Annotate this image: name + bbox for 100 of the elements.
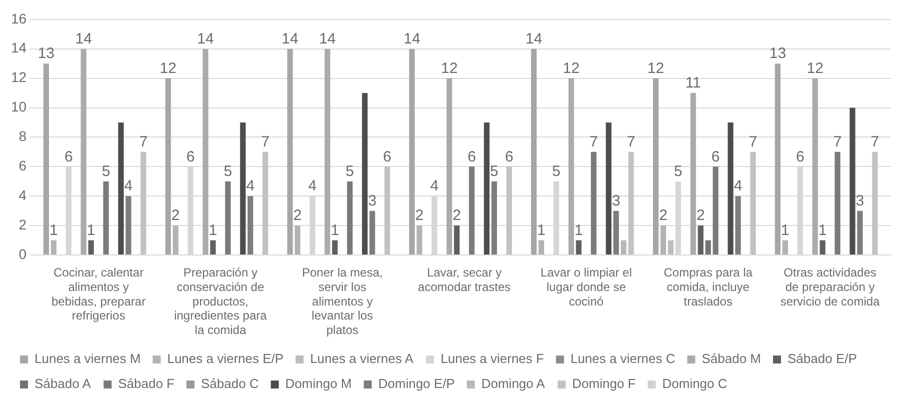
data-label: 12 [647, 60, 664, 77]
bar [735, 196, 741, 254]
data-label: 13 [769, 45, 786, 62]
legend-label: Domingo M [285, 376, 352, 392]
data-label: 1 [330, 222, 340, 239]
bar [531, 48, 537, 254]
data-label: 14 [197, 30, 214, 48]
bar [165, 78, 171, 254]
data-label: 2 [293, 207, 302, 224]
bar [728, 122, 734, 254]
bar [210, 240, 216, 254]
bar [80, 48, 86, 254]
data-label: 11 [685, 74, 701, 92]
data-label: 12 [440, 60, 458, 77]
bar [857, 210, 863, 254]
legend-label: Domingo A [481, 376, 546, 392]
bar [705, 240, 711, 254]
bar [446, 78, 452, 254]
bar [620, 240, 626, 254]
bar [287, 48, 293, 254]
legend-label: Sábado E/P [788, 351, 857, 366]
x-tick-label: Otras actividades de preparación y servicio de comida [780, 266, 880, 308]
bar [872, 152, 878, 254]
data-label: 1 [86, 222, 96, 239]
data-label: 7 [870, 134, 880, 151]
data-label: 14 [75, 30, 92, 48]
data-label: 7 [139, 134, 148, 151]
bar [652, 78, 659, 254]
bar [416, 226, 422, 254]
bar [88, 240, 94, 254]
bar [103, 181, 109, 254]
data-label: 5 [552, 163, 560, 180]
bar [262, 152, 268, 254]
bar [294, 226, 300, 254]
data-label: 5 [490, 163, 498, 180]
data-label: 7 [590, 134, 598, 151]
bar [172, 226, 178, 254]
bar [590, 152, 596, 254]
data-label: 1 [818, 222, 827, 239]
bar [690, 93, 696, 254]
data-label: 6 [468, 148, 476, 166]
legend-label: Sábado A [34, 376, 92, 392]
bar [468, 166, 475, 254]
x-tick-label: Compras para la comida, incluye traslados [664, 266, 753, 308]
bar [576, 240, 582, 254]
bar [606, 122, 612, 254]
bar [568, 78, 574, 254]
bar [126, 196, 132, 254]
legend-label: Lunes a viernes C [570, 351, 676, 366]
bar [812, 78, 818, 254]
bar [362, 93, 368, 254]
data-label: 1 [49, 222, 58, 239]
x-tick-label: Lavar, secar y acomodar trastes [418, 266, 511, 294]
bar [118, 122, 124, 254]
data-label: 5 [102, 163, 110, 180]
data-label: 5 [346, 163, 354, 180]
legend-label: Lunes a viernes M [34, 351, 141, 366]
bar [332, 240, 338, 254]
data-label: 5 [224, 163, 232, 180]
data-label: 13 [38, 45, 55, 62]
data-label: 12 [562, 60, 580, 77]
data-label: 2 [659, 207, 668, 224]
data-label: 6 [711, 148, 720, 166]
data-label: 2 [452, 207, 461, 224]
bar [613, 210, 619, 254]
data-label: 1 [537, 222, 546, 239]
data-label: 2 [696, 207, 705, 224]
bar [774, 64, 780, 254]
bar [491, 181, 497, 254]
data-label: 7 [833, 134, 842, 151]
bar [225, 181, 231, 254]
data-label: 6 [504, 148, 514, 166]
data-label: 4 [734, 178, 742, 195]
bar [240, 122, 246, 254]
bar [140, 152, 146, 254]
x-tick-label: Lavar o limpiar el lugar donde se cocinó [540, 266, 632, 308]
data-label: 7 [261, 134, 270, 151]
bar [50, 240, 56, 254]
bar [712, 166, 718, 254]
data-label: 1 [574, 222, 583, 239]
bar [834, 152, 840, 254]
data-label: 14 [319, 30, 336, 48]
bar [484, 122, 490, 254]
bar [782, 240, 788, 254]
data-label: 3 [612, 192, 620, 210]
data-label: 6 [796, 148, 804, 166]
y-tick-label: 14 [10, 40, 27, 56]
bar [202, 48, 208, 254]
data-label: 6 [64, 148, 73, 166]
y-tick-label: 10 [10, 98, 27, 115]
data-label: 12 [806, 60, 824, 77]
y-tick-label: 0 [18, 246, 27, 262]
y-tick-label: 6 [18, 158, 27, 174]
data-label: 5 [674, 163, 682, 180]
legend-label: Domingo E/P [378, 376, 455, 392]
bar [628, 152, 634, 254]
bar [369, 210, 376, 254]
data-label: 4 [430, 178, 439, 195]
data-label: 4 [308, 178, 317, 195]
legend-label: Domingo F [572, 376, 636, 392]
